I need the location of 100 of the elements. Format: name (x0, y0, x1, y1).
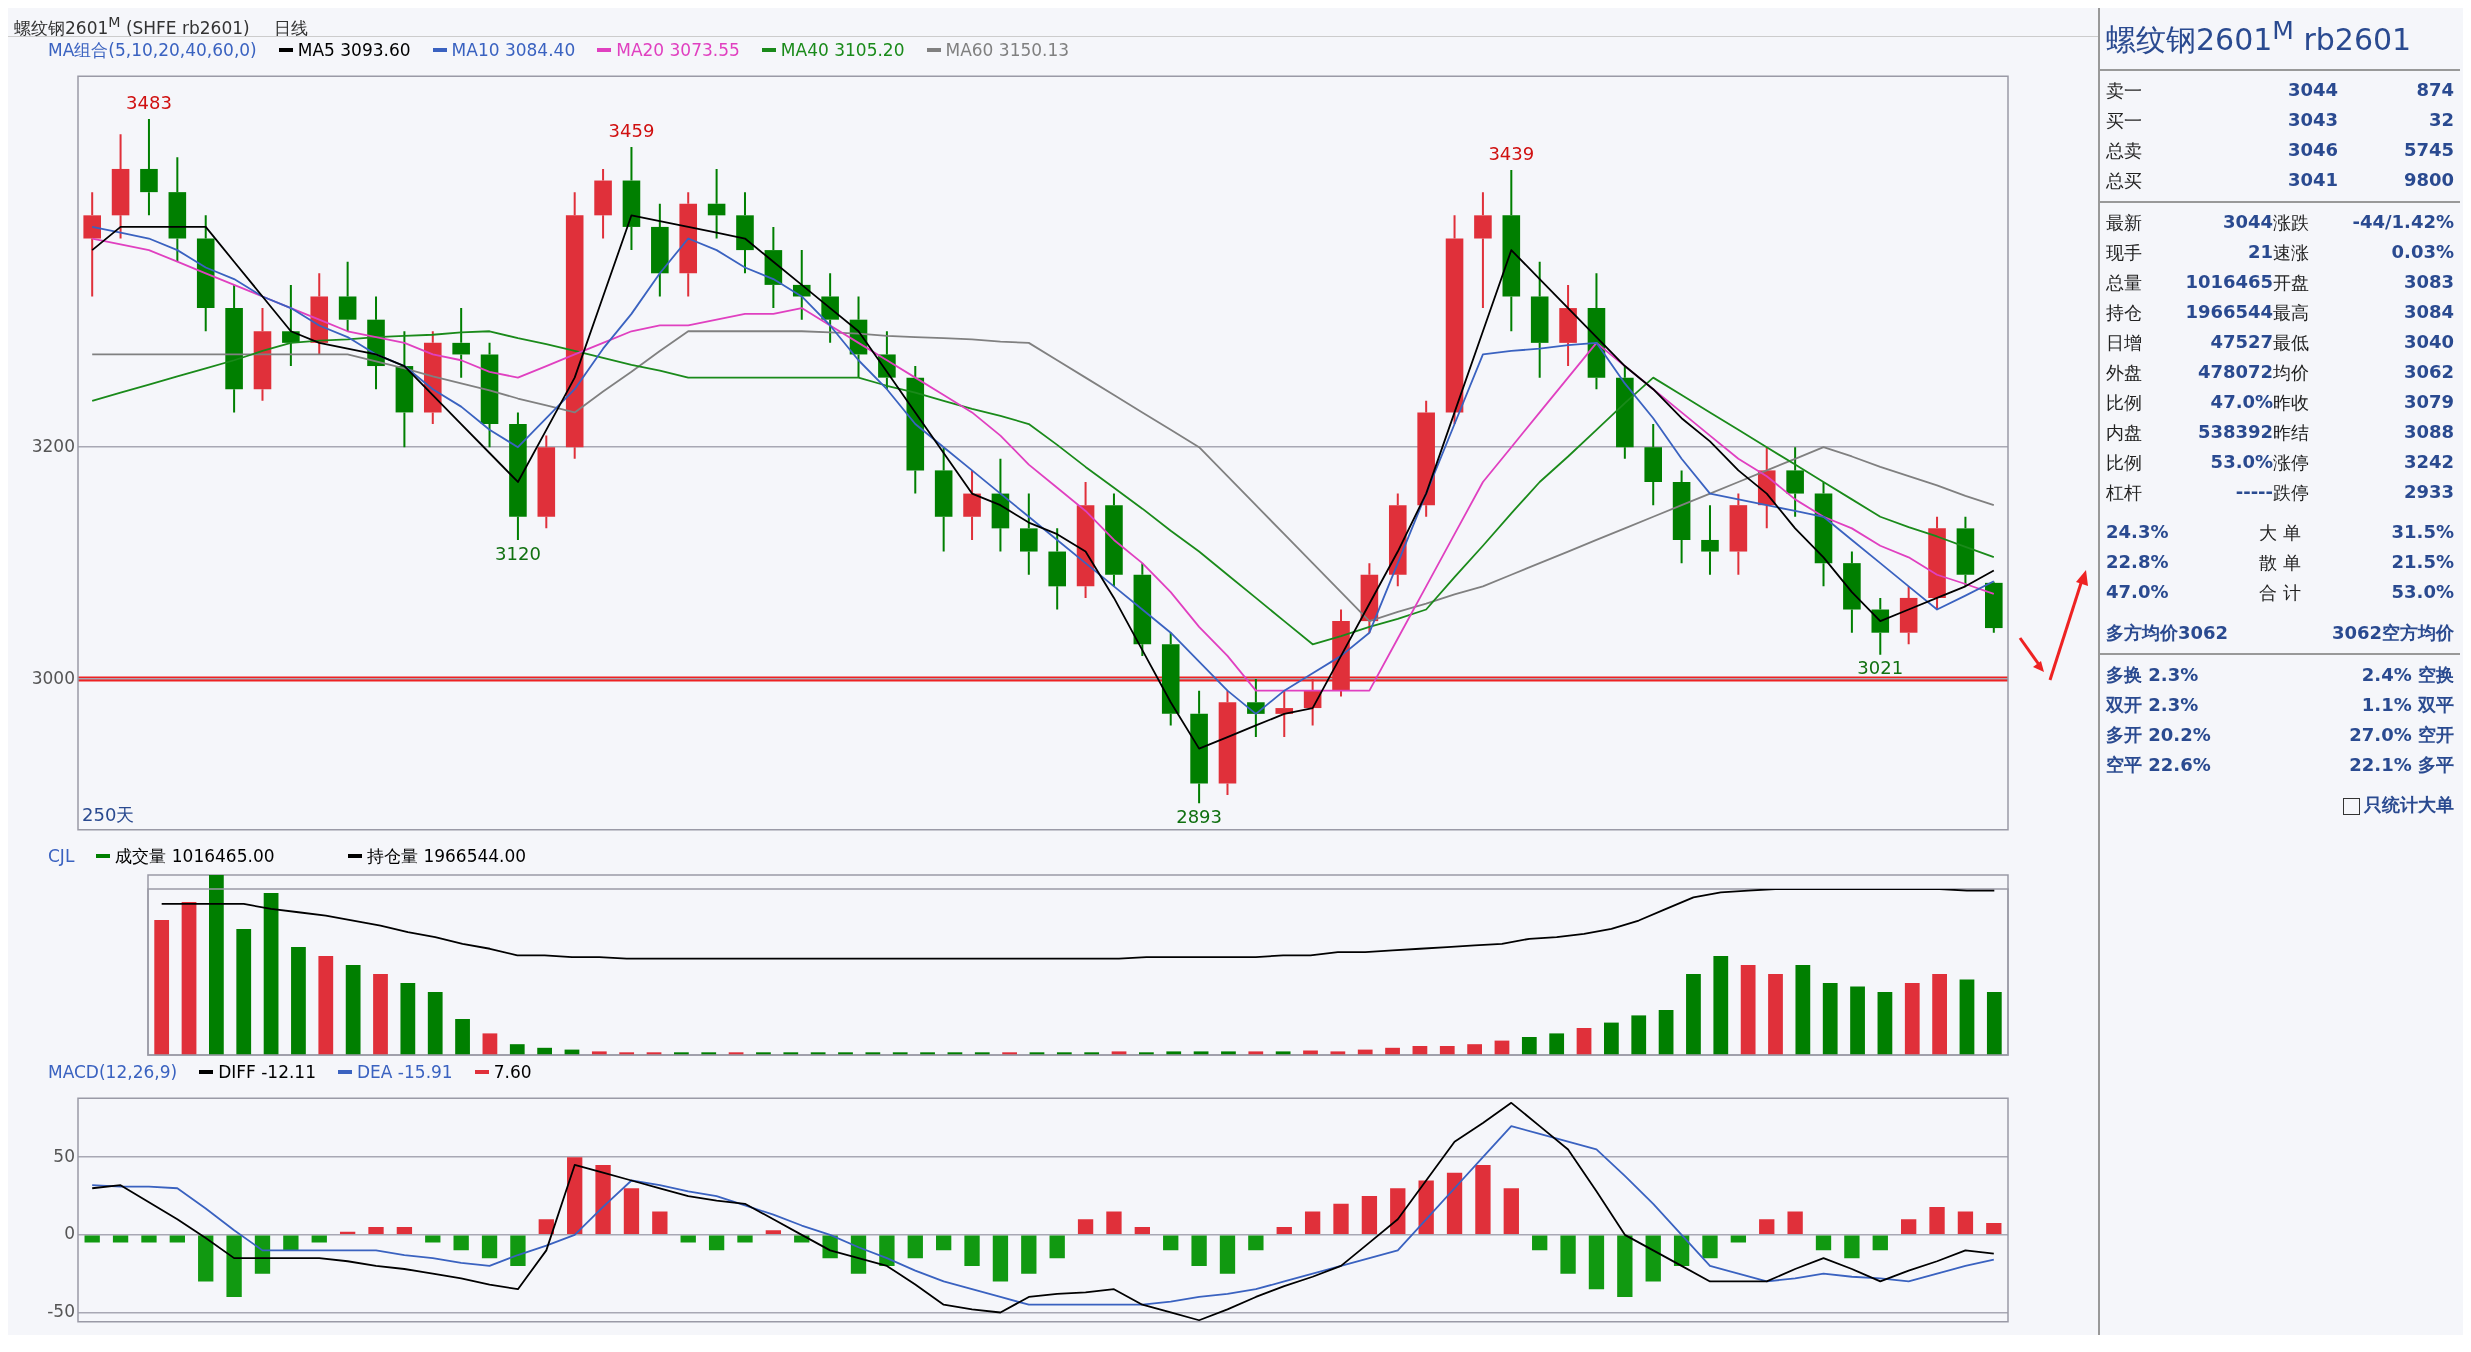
text: 874 (2415, 79, 2454, 102)
text: 3088 (2402, 421, 2454, 444)
bar (708, 1235, 725, 1251)
y-tick-label: 3000 (31, 667, 75, 688)
bar (1521, 1037, 1537, 1055)
candlestick (1786, 446, 1804, 518)
candlestick (1133, 562, 1152, 657)
text: 3043 (2286, 109, 2338, 132)
bar (425, 1235, 441, 1243)
text: 总量 (2106, 271, 2143, 295)
legend-label: 持仓量 1966544.00 (367, 844, 527, 868)
bar (311, 1235, 327, 1243)
text: 9800 (2402, 169, 2454, 192)
chart-title: 螺纹钢2601$^{M}$ (SHFE rb2601) (14, 14, 250, 38)
bar (879, 1235, 895, 1266)
text: 只统计大单 (2363, 793, 2454, 817)
bar (538, 1219, 554, 1235)
legend-label: MA60 3150.13 (945, 40, 1070, 60)
text: 478072 (2196, 361, 2274, 384)
bar (964, 1235, 980, 1266)
candlestick (1985, 582, 2003, 634)
candlestick (1729, 492, 1748, 576)
text: 持仓 (2106, 301, 2143, 325)
candlestick (1474, 191, 1492, 310)
bar (1986, 1223, 2002, 1235)
text: 3040 (2402, 331, 2454, 354)
bar (1617, 1235, 1633, 1297)
text: 现手 (2106, 241, 2143, 265)
candlestick (1190, 689, 1208, 805)
candlestick (1105, 492, 1123, 588)
bar (1475, 1164, 1491, 1235)
text: 47.0% (2106, 581, 2170, 604)
legend-label: 成交量 1016465.00 (115, 844, 275, 868)
legend-label: MA40 3105.20 (780, 40, 905, 60)
text: 3062空方均价 (2330, 621, 2454, 645)
text: 47.0% (2209, 391, 2274, 414)
bar (1901, 1219, 1917, 1235)
legend-label: MA5 3093.60 (297, 40, 411, 60)
text: 外盘 (2106, 361, 2143, 385)
bar (1740, 965, 1756, 1055)
bar (482, 1033, 498, 1055)
bar (1957, 1211, 1974, 1235)
bar (141, 1235, 157, 1243)
text: 3044 (2221, 211, 2274, 234)
bar (1467, 1044, 1482, 1055)
text: 2.4% 空换 (2360, 663, 2454, 687)
text: 3062 (2402, 361, 2454, 384)
bar (112, 1235, 129, 1243)
text: 大 单 (2258, 521, 2302, 545)
bar (1713, 956, 1729, 1055)
bar (1588, 1235, 1605, 1290)
bar (345, 965, 361, 1055)
bar (1361, 1196, 1378, 1235)
bar (1658, 1010, 1674, 1055)
bar (1134, 1227, 1150, 1235)
text: 跌停 (2273, 481, 2311, 505)
text: 比例 (2106, 451, 2143, 475)
bar (1390, 1188, 1406, 1235)
candlestick (196, 214, 215, 333)
candlestick (1048, 527, 1066, 611)
candlestick (1871, 596, 1890, 656)
bar (236, 929, 252, 1055)
bar (1645, 1235, 1661, 1282)
candlestick (168, 156, 187, 263)
candlestick (1672, 469, 1691, 565)
bar (373, 974, 388, 1055)
text: 多方均价3062 (2106, 621, 2230, 645)
bar (567, 1157, 583, 1235)
bar (1439, 1046, 1455, 1055)
bar (455, 1019, 470, 1055)
text: 3242 (2402, 451, 2454, 474)
candlestick (480, 341, 499, 449)
bar (1631, 1015, 1647, 1055)
bar (510, 1235, 526, 1266)
candlestick (651, 202, 669, 298)
text: 3046 (2286, 139, 2338, 162)
bar (481, 1235, 498, 1259)
text: 21 (2247, 241, 2274, 264)
candlestick (537, 434, 556, 530)
text: 比例 (2106, 391, 2143, 415)
bar (1191, 1235, 1207, 1266)
bar (1560, 1235, 1576, 1274)
candlestick (452, 307, 470, 379)
bar (1904, 983, 1920, 1055)
annotation: 3459 (608, 119, 655, 141)
legend-label: DIFF -12.11 (218, 1062, 316, 1082)
bar (1730, 1235, 1747, 1243)
bar (1795, 965, 1811, 1055)
bar (1822, 983, 1838, 1055)
annotation: 3439 (1488, 142, 1535, 164)
bar (291, 947, 306, 1055)
candlestick (1417, 399, 1435, 518)
bar (1877, 992, 1893, 1055)
candlestick (1899, 585, 1918, 646)
bar (169, 1235, 185, 1243)
candlestick (140, 118, 158, 217)
chart-subtitle: 日线 (273, 17, 308, 38)
text: 3084 (2402, 301, 2454, 324)
bar (623, 1188, 640, 1235)
text: 27.0% 空开 (2348, 723, 2454, 747)
